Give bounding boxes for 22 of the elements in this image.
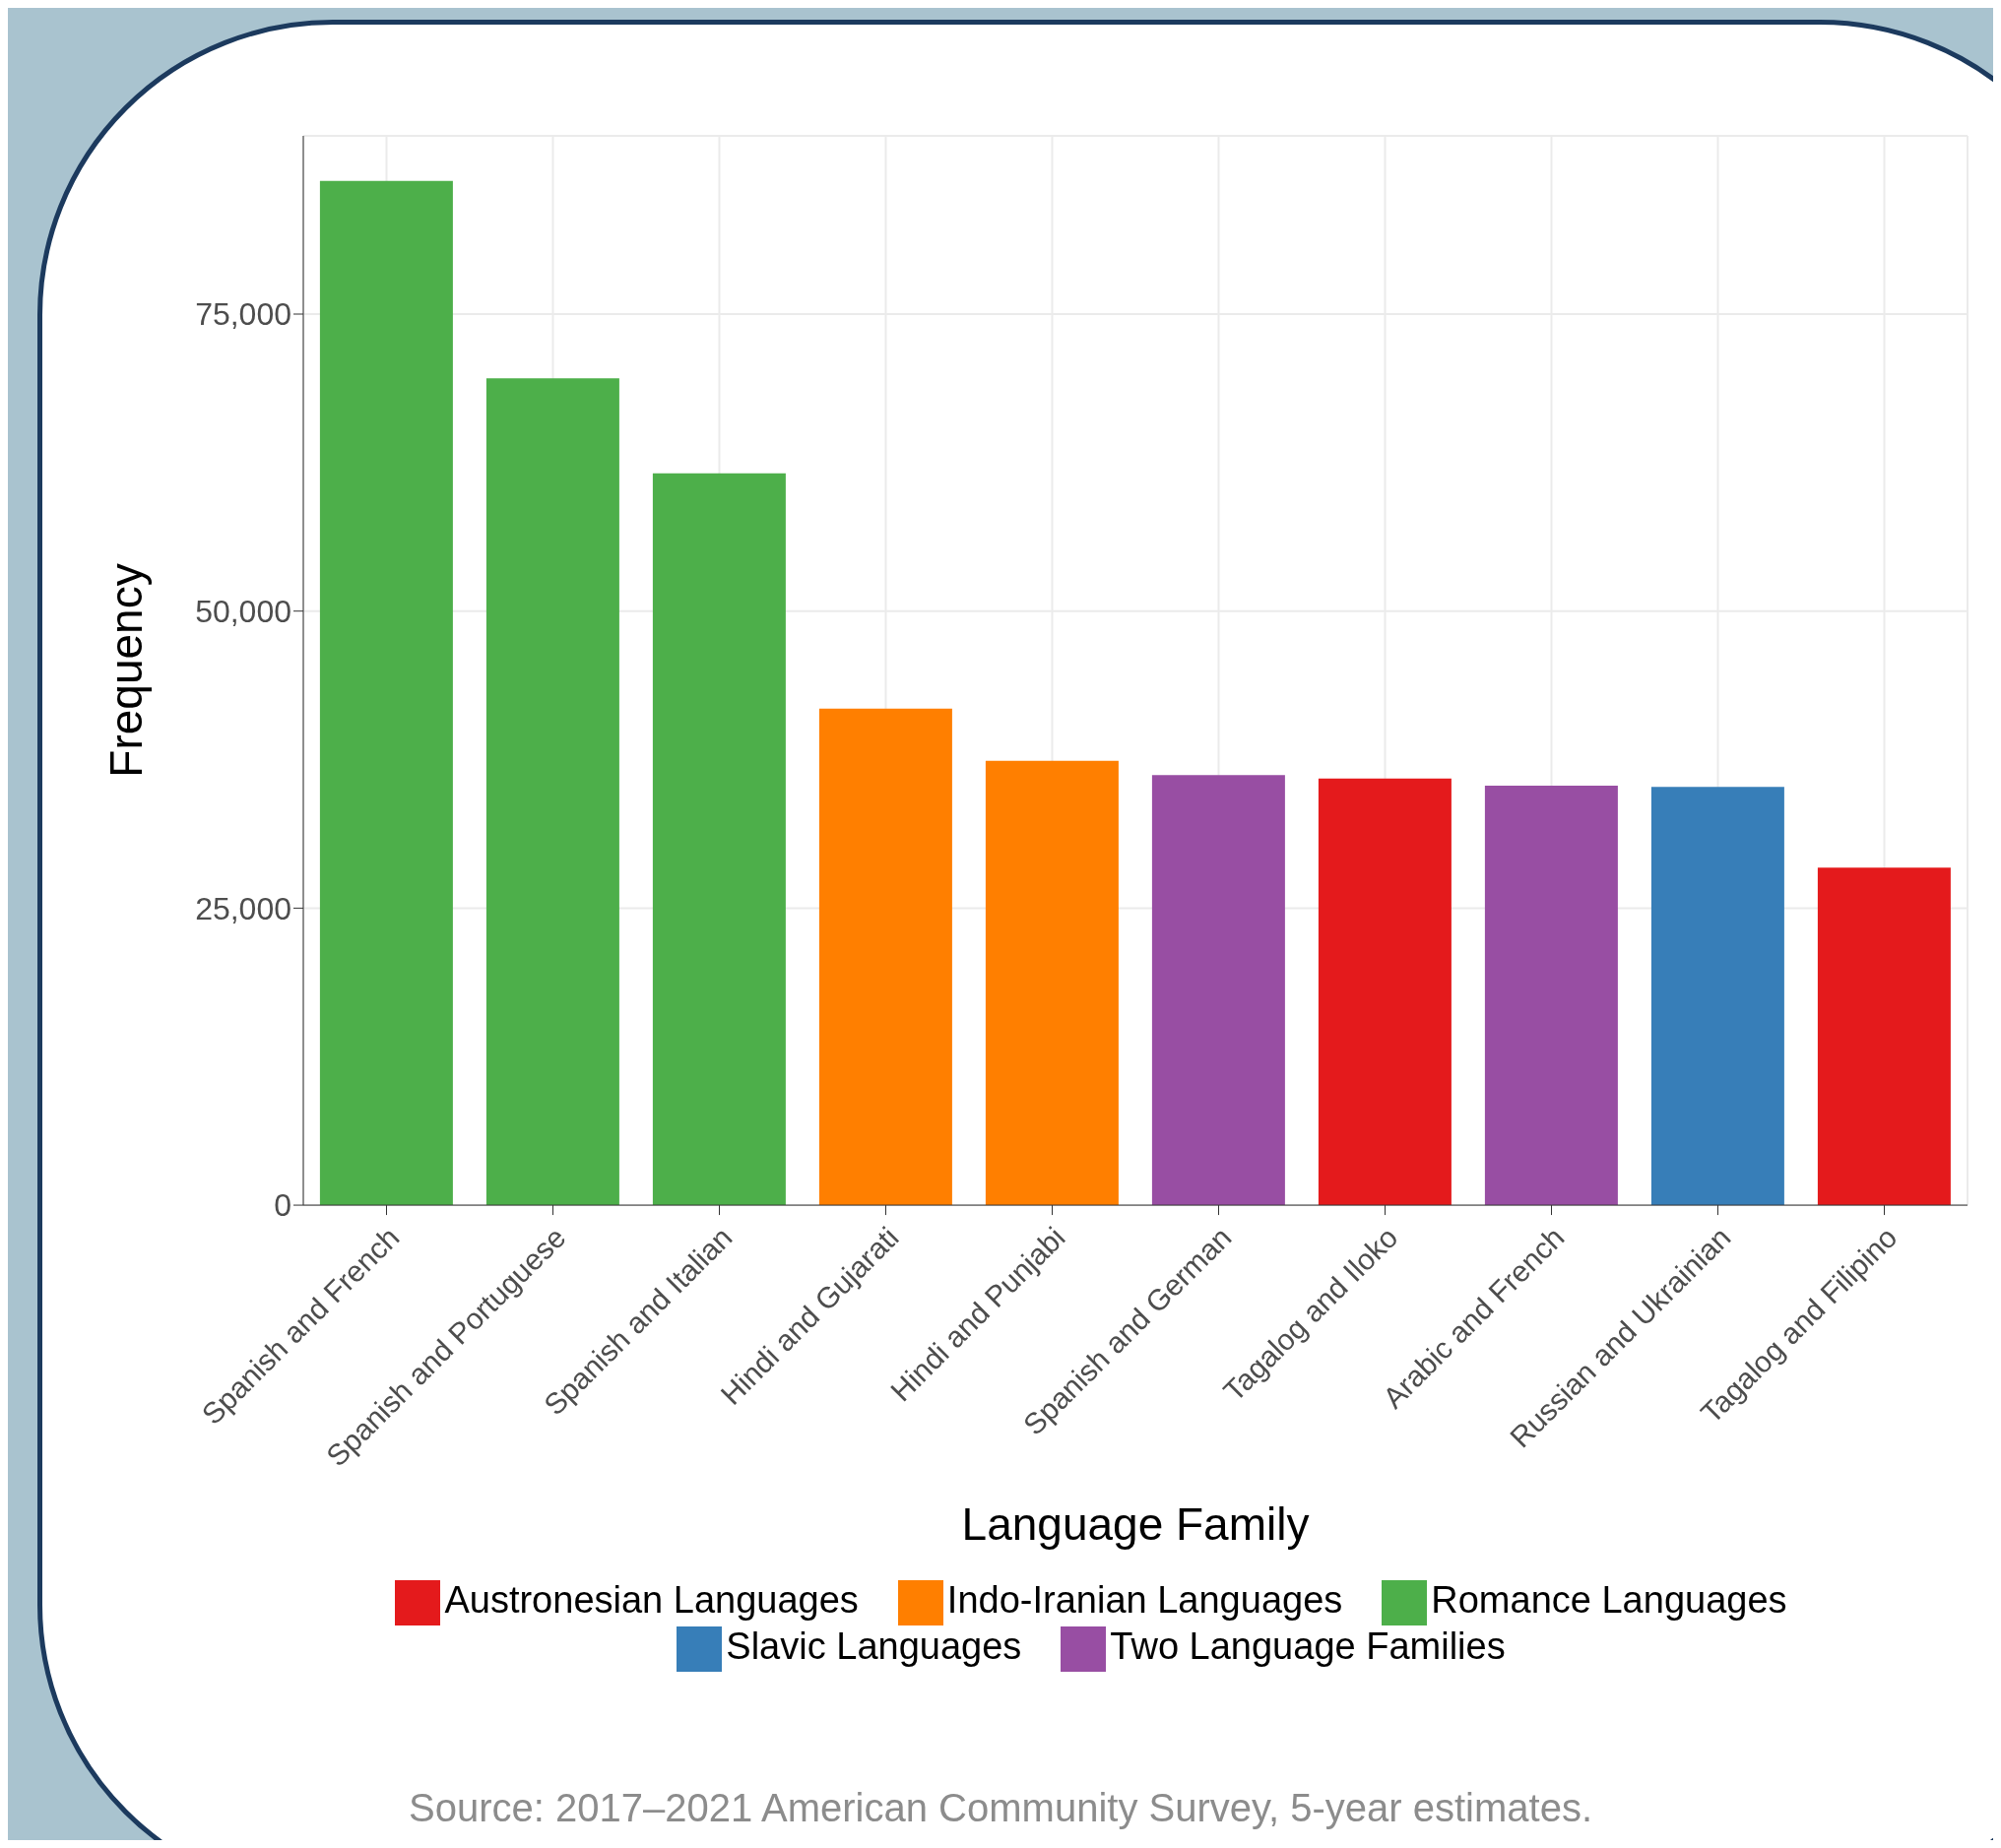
y-tick-label: 75,000 (195, 296, 291, 333)
y-tick-label: 0 (274, 1187, 291, 1224)
bar (985, 760, 1119, 1206)
bar (1650, 787, 1784, 1206)
y-axis-title: Frequency (100, 563, 153, 778)
bar (652, 473, 786, 1206)
bar (1817, 867, 1951, 1206)
legend-label: Romance Languages (1431, 1579, 1787, 1622)
bar (1151, 775, 1285, 1206)
x-axis-title: Language Family (961, 1498, 1310, 1551)
legend-label: Two Language Families (1110, 1625, 1506, 1668)
y-tick-label: 50,000 (195, 594, 291, 630)
bar (1484, 786, 1618, 1206)
y-tick-label: 25,000 (195, 890, 291, 926)
bar (485, 378, 619, 1206)
bar (319, 180, 453, 1206)
source-note: Source: 2017–2021 American Community Survey, 5-year estimates. (407, 1786, 1594, 1830)
legend-label: Austronesian Languages (444, 1579, 859, 1622)
bar (818, 708, 952, 1206)
legend-label: Slavic Languages (726, 1625, 1022, 1668)
bar (1318, 778, 1452, 1206)
legend-label: Indo-Iranian Languages (946, 1579, 1343, 1622)
